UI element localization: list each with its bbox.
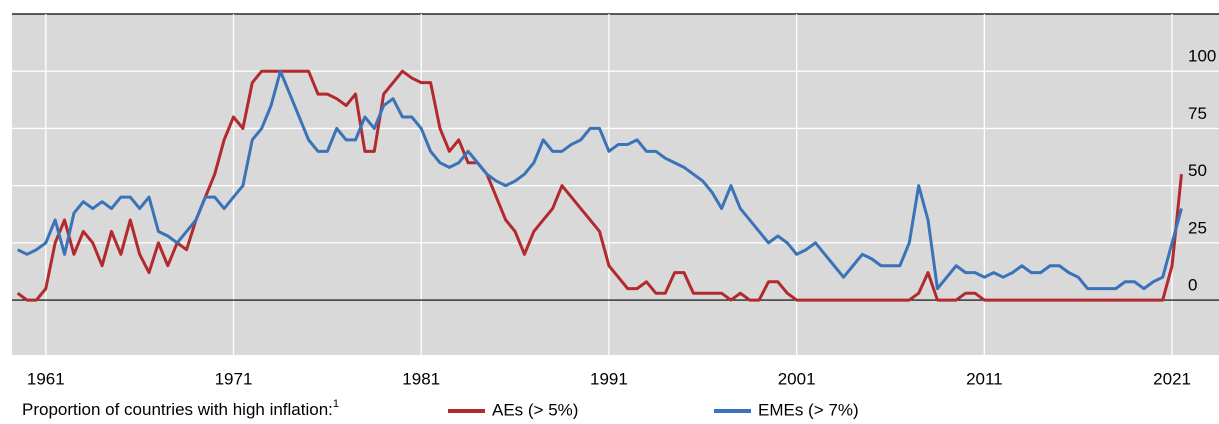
x-tick-label: 1961: [27, 369, 65, 388]
x-tick-label: 1991: [590, 369, 628, 388]
x-tick-label: 2001: [778, 369, 816, 388]
legend-title-note: 1: [333, 398, 339, 410]
y-tick-label: 25: [1188, 218, 1207, 237]
series-line: [16, 69, 1183, 291]
y-tick-label: 0: [1188, 276, 1197, 295]
lines: [16, 69, 1183, 302]
y-tick-label: 100: [1188, 47, 1216, 66]
x-tick-label: 2021: [1153, 369, 1191, 388]
y-tick-label: 75: [1188, 104, 1207, 123]
x-tick-label: 2011: [966, 369, 1003, 388]
legend-label: AEs (> 5%): [492, 400, 578, 419]
series-line: [16, 69, 1183, 302]
x-tick-label: 1971: [215, 369, 253, 388]
legend-label: EMEs (> 7%): [758, 400, 859, 419]
plot-background: [12, 14, 1219, 355]
y-tick-label: 50: [1188, 161, 1207, 180]
legend-title-text: Proportion of countries with high inflat…: [22, 400, 333, 419]
legend-title: Proportion of countries with high inflat…: [22, 398, 339, 420]
x-tick-label: 1981: [402, 369, 440, 388]
